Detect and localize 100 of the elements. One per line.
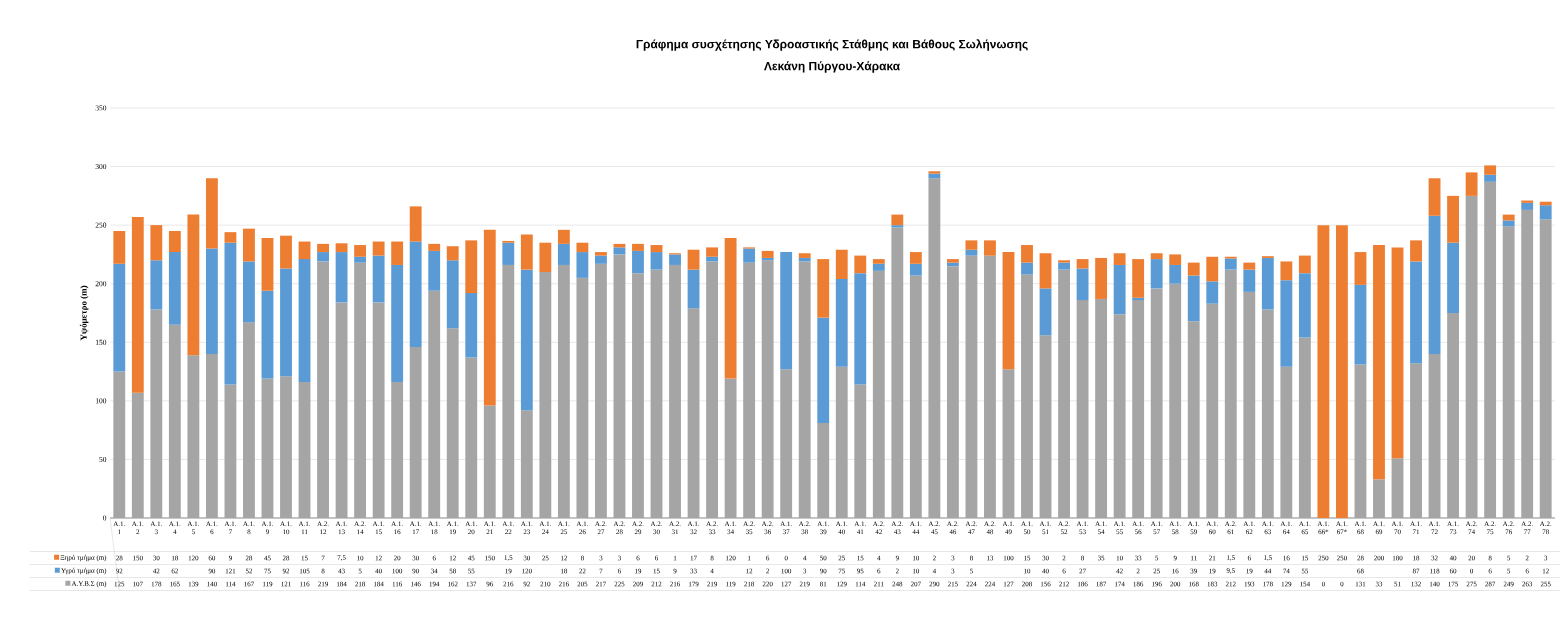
- bar: [1132, 300, 1145, 518]
- bar: [224, 242, 237, 385]
- bar: [372, 302, 385, 518]
- bar: [1095, 298, 1108, 518]
- bar: [1298, 273, 1311, 338]
- bar: [724, 238, 737, 379]
- bar: [465, 357, 478, 518]
- bar: [557, 229, 570, 244]
- bar: [1132, 259, 1145, 298]
- bar: [354, 245, 367, 257]
- bar: [280, 268, 292, 377]
- bar: [872, 263, 885, 271]
- bar: [595, 263, 607, 518]
- bar: [113, 263, 126, 372]
- bar: [1206, 281, 1219, 304]
- bar: [909, 275, 922, 518]
- bar: [761, 250, 774, 258]
- bar: [483, 405, 496, 518]
- bar: [465, 293, 478, 358]
- bar: [780, 252, 793, 370]
- bar: [632, 243, 644, 251]
- bar: [1502, 226, 1515, 518]
- bar: [150, 260, 163, 310]
- chart-title: Γράφημα συσχέτησης Υδροαστικής Στάθμης και Βάθους Σωλήνωσης: [636, 39, 1028, 51]
- bar: [1354, 284, 1367, 365]
- bar: [669, 264, 681, 518]
- bar: [428, 250, 441, 291]
- bar: [317, 252, 329, 262]
- bar: [1428, 178, 1441, 216]
- bar: [113, 230, 126, 264]
- bar: [946, 266, 959, 518]
- bar: [1447, 242, 1459, 313]
- bar: [613, 247, 626, 255]
- bar: [409, 241, 422, 347]
- bar: [1484, 181, 1497, 518]
- bar: [1539, 219, 1552, 518]
- bar: [1391, 458, 1404, 518]
- bar: [1484, 165, 1497, 175]
- bar: [817, 423, 830, 518]
- bar: [669, 254, 681, 265]
- bar: [1058, 260, 1070, 263]
- bar: [706, 247, 719, 257]
- bar: [354, 256, 367, 263]
- bar: [743, 248, 756, 263]
- bar: [1095, 257, 1108, 299]
- bar: [1336, 225, 1348, 518]
- bar: [1410, 363, 1422, 518]
- bar: [280, 235, 292, 269]
- bar: [335, 302, 348, 518]
- bar: [205, 248, 218, 354]
- bar: [1076, 268, 1089, 301]
- bar: [1317, 225, 1330, 518]
- bar: [446, 260, 459, 329]
- bar: [1243, 291, 1256, 518]
- bar: [1354, 252, 1367, 285]
- bar: [909, 263, 922, 276]
- bar: [465, 240, 478, 294]
- bar: [650, 252, 663, 270]
- bar: [595, 255, 607, 264]
- bar: [261, 290, 274, 379]
- bar: [1187, 321, 1200, 518]
- bar: [1521, 209, 1534, 518]
- bar: [817, 259, 830, 318]
- bar: [965, 249, 978, 256]
- bar: [613, 254, 626, 518]
- bar: [1391, 247, 1404, 459]
- bar: [557, 264, 570, 518]
- bar: [1280, 366, 1293, 518]
- bar: [150, 309, 163, 518]
- bar: [1002, 369, 1015, 518]
- bar: [1539, 205, 1552, 220]
- bar: [409, 346, 422, 518]
- bar: [1447, 195, 1459, 243]
- bar: [984, 255, 996, 518]
- bar: [1502, 220, 1515, 227]
- bar: [391, 264, 404, 383]
- bar: [446, 328, 459, 518]
- bar: [1039, 288, 1052, 336]
- bar: [650, 269, 663, 518]
- bar: [928, 178, 941, 518]
- bar: [1113, 264, 1126, 315]
- bar: [1298, 337, 1311, 518]
- bar: [909, 252, 922, 264]
- bar: [428, 243, 441, 251]
- bar: [928, 171, 941, 174]
- bar: [1354, 364, 1367, 518]
- bar: [780, 369, 793, 518]
- bar: [539, 271, 552, 518]
- bar: [409, 206, 422, 242]
- bar: [1058, 262, 1070, 270]
- bar: [1261, 309, 1274, 518]
- bar: [243, 322, 255, 518]
- chart-subtitle: Λεκάνη Πύργου-Χάρακα: [764, 61, 900, 73]
- bar: [113, 371, 126, 518]
- bar: [502, 264, 515, 518]
- bar: [1187, 262, 1200, 276]
- bar: [205, 353, 218, 518]
- bar: [1261, 257, 1274, 310]
- bar: [187, 355, 200, 518]
- bar: [1280, 261, 1293, 281]
